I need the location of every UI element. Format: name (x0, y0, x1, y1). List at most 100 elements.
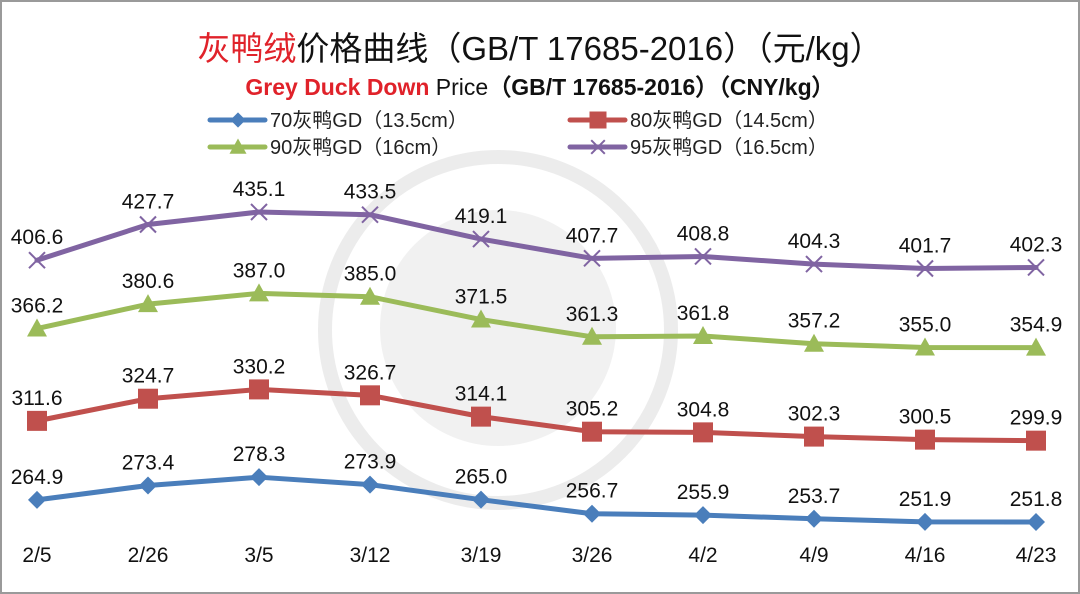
data-label-3-3: 433.5 (344, 181, 397, 204)
data-point-1-7 (804, 426, 824, 447)
data-point-1-1 (138, 388, 158, 409)
title-cn-highlight: 灰鸭绒 (197, 30, 297, 67)
data-label-0-8: 251.9 (899, 488, 952, 511)
legend-marker-3 (590, 139, 606, 155)
data-label-1-9: 299.9 (1010, 407, 1063, 430)
data-label-0-4: 265.0 (455, 466, 508, 489)
legend-marker-3-stroke-2 (590, 139, 606, 155)
data-label-3-1: 427.7 (122, 191, 175, 214)
data-point-3-2 (250, 203, 268, 221)
data-label-3-6: 408.8 (677, 222, 730, 245)
data-point-3-8 (916, 259, 934, 278)
data-label-3-7: 404.3 (788, 230, 841, 253)
legend-marker-2 (229, 138, 247, 154)
x-tick-label-3: 3/12 (350, 544, 391, 567)
data-label-0-0: 264.9 (11, 466, 64, 489)
legend-marker-1 (589, 111, 607, 129)
data-point-3-3-stroke-2 (361, 205, 379, 224)
data-labels: 264.9 273.4 278.3 273.9 265.0 256.7 255.9 253.7… (11, 178, 1063, 511)
data-label-1-1: 324.7 (122, 365, 175, 388)
data-label-2-2: 387.0 (233, 259, 286, 282)
data-point-1-5 (582, 421, 602, 442)
x-tick-label-4: 3/19 (461, 544, 502, 567)
data-point-3-9 (1027, 258, 1045, 277)
data-label-0-3: 273.9 (344, 451, 397, 474)
x-tick-label-0: 2/5 (22, 544, 51, 567)
data-point-3-7-stroke-2 (805, 255, 823, 273)
legend-label-1: 80灰鸭GD（14.5cm） (630, 109, 828, 132)
series-line-3 (34, 209, 1039, 271)
data-point-0-3 (361, 475, 379, 494)
data-point-0-2 (250, 468, 268, 487)
data-label-1-6: 304.8 (677, 398, 730, 421)
data-point-2-7 (804, 333, 824, 352)
data-label-2-4: 371.5 (455, 286, 508, 309)
data-label-3-8: 401.7 (899, 234, 952, 257)
data-point-1-4 (471, 406, 491, 427)
data-point-0-1 (139, 476, 157, 495)
data-point-0-0 (28, 490, 46, 509)
data-point-3-1 (139, 215, 157, 234)
data-label-3-5: 407.7 (566, 224, 619, 247)
data-label-1-8: 300.5 (899, 406, 952, 429)
legend-marker-0 (230, 112, 246, 128)
data-point-3-0 (28, 251, 46, 269)
data-point-1-8 (915, 429, 935, 450)
series-lines (34, 209, 1039, 525)
series-line-0 (34, 474, 1039, 525)
data-point-2-0 (27, 318, 47, 337)
data-point-1-6 (693, 422, 713, 443)
data-label-1-0: 311.6 (12, 387, 63, 410)
data-point-3-5 (583, 249, 601, 268)
data-point-3-2-stroke-2 (250, 203, 268, 221)
x-tick-label-9: 4/23 (1016, 544, 1057, 567)
data-point-2-6 (693, 325, 713, 344)
data-point-2-1 (138, 294, 158, 313)
legend-item-0: 70灰鸭GD（13.5cm） (207, 109, 468, 132)
data-point-3-4 (472, 230, 490, 248)
data-label-3-0: 406.6 (11, 226, 64, 249)
data-label-0-5: 256.7 (566, 480, 619, 503)
data-point-2-3 (360, 286, 380, 305)
data-label-1-4: 314.1 (455, 383, 508, 406)
data-point-3-4-stroke-2 (472, 230, 490, 248)
data-label-0-2: 278.3 (233, 443, 286, 466)
data-label-2-7: 357.2 (788, 310, 841, 333)
data-label-2-8: 355.0 (899, 313, 952, 336)
series-markers (27, 203, 1046, 531)
x-tick-label-7: 4/9 (799, 544, 828, 567)
data-point-1-0 (27, 410, 47, 431)
legend-label-2: 90灰鸭GD（16cm） (270, 136, 451, 159)
legend-label-0: 70灰鸭GD（13.5cm） (270, 109, 468, 132)
x-tick-label-5: 3/26 (572, 544, 613, 567)
data-point-3-8-stroke-2 (916, 259, 934, 278)
x-tick-label-1: 2/26 (128, 544, 169, 567)
data-point-3-6 (694, 247, 712, 266)
series-line-2 (34, 290, 1039, 351)
x-tick-label-6: 4/2 (688, 544, 717, 567)
data-point-0-7 (805, 509, 823, 528)
data-point-3-3 (361, 205, 379, 224)
data-label-0-7: 253.7 (788, 485, 841, 508)
data-label-1-2: 330.2 (233, 355, 286, 378)
legend-item-2: 90灰鸭GD（16cm） (207, 136, 451, 159)
data-point-1-2 (249, 379, 269, 400)
data-label-1-3: 326.7 (344, 361, 397, 384)
data-point-3-5-stroke-2 (583, 249, 601, 268)
x-tick-label-2: 3/5 (244, 544, 273, 567)
data-label-0-6: 255.9 (677, 481, 730, 504)
data-point-0-5 (583, 504, 601, 523)
data-point-3-9-stroke-2 (1027, 258, 1045, 277)
title-en-plain: Price (429, 74, 489, 100)
chart-title-en: Grey Duck Down Price（GB/T 17685-2016）（CN… (0, 68, 1080, 102)
data-label-1-5: 305.2 (566, 398, 619, 421)
data-label-3-4: 419.1 (455, 205, 508, 228)
data-label-0-9: 251.8 (1010, 488, 1063, 511)
data-label-2-9: 354.9 (1010, 314, 1063, 337)
data-label-3-2: 435.1 (233, 178, 286, 201)
data-label-2-0: 366.2 (11, 295, 64, 318)
data-label-2-6: 361.8 (677, 302, 730, 325)
data-point-1-3 (360, 385, 380, 406)
chart-title-cn: 灰鸭绒价格曲线（GB/T 17685-2016）（元/kg） (0, 22, 1080, 70)
